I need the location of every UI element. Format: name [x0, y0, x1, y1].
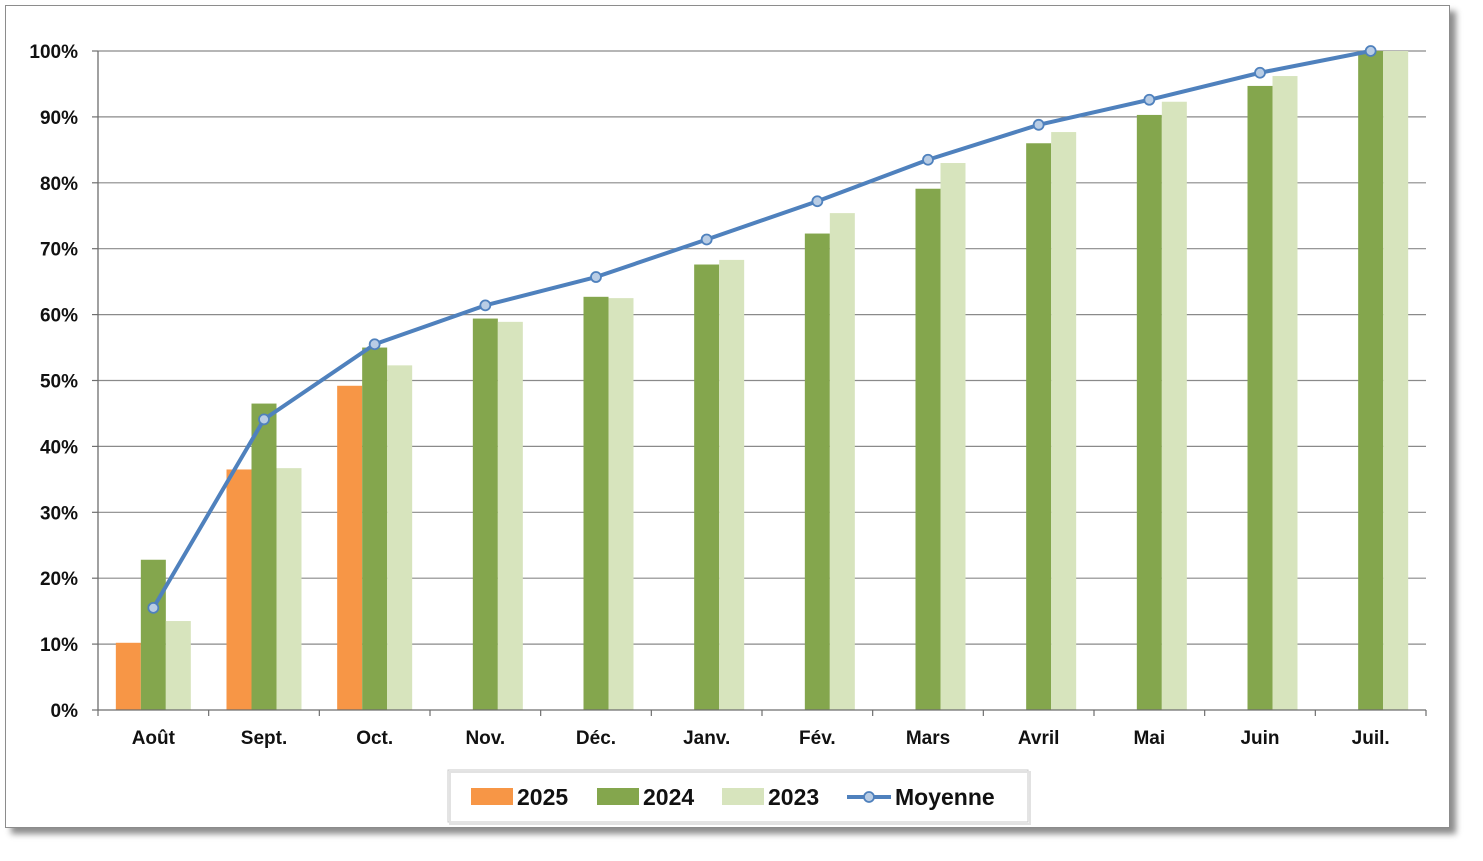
- bar-2023: [829, 213, 855, 710]
- x-tick-label: Oct.: [356, 728, 393, 749]
- bar-2023: [1051, 132, 1077, 710]
- y-tick-label: 30%: [40, 503, 78, 524]
- y-tick-label: 10%: [40, 635, 78, 656]
- line-marker: [147, 601, 160, 614]
- x-tick-label: Mars: [906, 728, 950, 749]
- x-tick-label: Sept.: [241, 728, 287, 749]
- bar-2024: [804, 233, 830, 710]
- legend-swatch-2023: [722, 788, 764, 805]
- legend-marker: [863, 791, 875, 803]
- line-Moyenne: [151, 49, 1372, 609]
- x-tick-label: Déc.: [576, 728, 616, 749]
- y-tick-label: 60%: [40, 306, 78, 327]
- legend-label-Moyenne: Moyenne: [895, 784, 995, 810]
- bar-2024: [1247, 85, 1273, 710]
- line-marker: [479, 299, 492, 312]
- line-marker: [811, 195, 824, 208]
- bar-2023: [940, 163, 966, 710]
- y-axis-ticks: 0% 10% 20% 30% 40% 50% 60% 70% 80% 90% 100%: [29, 42, 98, 722]
- line-marker: [700, 233, 713, 246]
- legend-label-2025: 2025: [517, 784, 568, 810]
- y-tick-label: 50%: [40, 372, 78, 393]
- x-axis-labels: Août Sept. Oct. Nov. Déc. Janv. Fév. Mars Avril M…: [132, 728, 1390, 749]
- bar-2023: [1383, 51, 1409, 710]
- line-marker: [922, 153, 934, 166]
- line-marker: [1364, 45, 1377, 57]
- bar-2024: [694, 264, 720, 710]
- x-tick-label: Mai: [1133, 728, 1165, 749]
- bar-2024: [362, 347, 388, 710]
- bar-2023: [276, 468, 302, 710]
- bar-2023: [497, 321, 523, 710]
- legend-shadow: [449, 771, 1031, 825]
- bar-2024: [1026, 143, 1052, 710]
- x-tick-label: Janv.: [683, 728, 730, 749]
- axes: [97, 51, 1427, 716]
- y-tick-label: 20%: [40, 569, 78, 590]
- x-tick-label: Fév.: [799, 728, 836, 749]
- x-tick-label: Avril: [1018, 728, 1060, 749]
- y-tick-label: 40%: [40, 437, 78, 458]
- bar-2024: [583, 296, 609, 710]
- bar-2023: [1161, 101, 1187, 711]
- line-marker: [368, 338, 381, 351]
- bars: [115, 51, 1409, 711]
- y-tick-label: 100%: [29, 42, 78, 63]
- line-marker: [258, 413, 270, 426]
- bar-2025: [115, 642, 141, 710]
- x-tick-label: Nov.: [465, 728, 505, 749]
- legend-swatch-2024: [597, 788, 639, 805]
- average-line: [147, 45, 1377, 614]
- bar-2025: [337, 385, 363, 710]
- bar-2024: [1358, 51, 1384, 710]
- y-tick-label: 80%: [40, 174, 78, 195]
- line-marker: [1032, 118, 1045, 131]
- legend-label-2024: 2024: [643, 784, 694, 810]
- bar-2025: [226, 469, 252, 710]
- x-tick-label: Août: [132, 728, 176, 749]
- y-tick-label: 0%: [51, 701, 79, 722]
- line-marker: [1143, 93, 1156, 106]
- bar-2023: [1272, 76, 1298, 711]
- y-tick-label: 90%: [40, 108, 78, 129]
- gridlines: [98, 50, 1426, 645]
- bar-2023: [719, 259, 745, 710]
- bar-2024: [472, 318, 498, 710]
- bar-2024: [1136, 114, 1162, 711]
- line-marker: [1254, 66, 1266, 79]
- x-tick-label: Juil.: [1352, 728, 1390, 749]
- bar-2024: [251, 403, 277, 710]
- bar-2024: [140, 559, 166, 710]
- x-tick-label: Juin: [1240, 728, 1279, 749]
- legend-swatch-2025: [471, 788, 513, 805]
- bar-2023: [387, 365, 413, 710]
- line-marker: [590, 271, 602, 283]
- bar-2024: [915, 188, 941, 710]
- legend: 2025 2024 2023 Moyenne: [447, 769, 1031, 825]
- y-tick-label: 70%: [40, 240, 78, 261]
- bar-2023: [608, 298, 634, 710]
- bar-2023: [165, 621, 191, 710]
- legend-label-2023: 2023: [768, 784, 819, 810]
